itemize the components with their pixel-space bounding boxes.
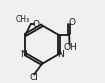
Text: CH₃: CH₃: [16, 15, 30, 24]
Text: N: N: [57, 50, 64, 59]
Text: O: O: [68, 18, 75, 27]
Text: OH: OH: [63, 43, 77, 52]
Text: O: O: [33, 20, 40, 29]
Text: N: N: [20, 50, 27, 59]
Text: Cl: Cl: [30, 74, 39, 83]
